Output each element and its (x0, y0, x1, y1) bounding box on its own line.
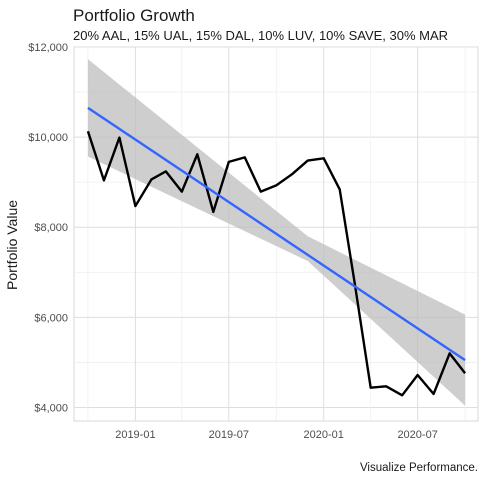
x-tick-label: 2019-07 (209, 429, 249, 441)
y-tick-label: $6,000 (34, 312, 68, 324)
confidence-band-area (87, 59, 466, 406)
y-tick-label: $12,000 (28, 42, 68, 54)
x-tick-label: 2020-01 (304, 429, 344, 441)
y-tick-label: $4,000 (34, 402, 68, 414)
x-tick-label: 2019-01 (115, 429, 155, 441)
portfolio-value-line (86, 130, 467, 397)
chart-subtitle: 20% AAL, 15% UAL, 15% DAL, 10% LUV, 10% … (73, 28, 449, 43)
trend-line (87, 106, 466, 362)
chart-title: Portfolio Growth (73, 6, 195, 25)
x-tick-label: 2020-07 (397, 429, 437, 441)
confidence-band (87, 59, 466, 406)
y-tick-label: $8,000 (34, 222, 68, 234)
series-lines (86, 106, 467, 397)
chart-caption: Visualize Performance. (359, 462, 478, 474)
y-axis-label: Portfolio Value (4, 200, 20, 290)
y-tick-label: $10,000 (28, 132, 68, 144)
axes: $4,000 $6,000 $8,000 $10,000 $12,000 2019-01 2… (28, 42, 438, 441)
